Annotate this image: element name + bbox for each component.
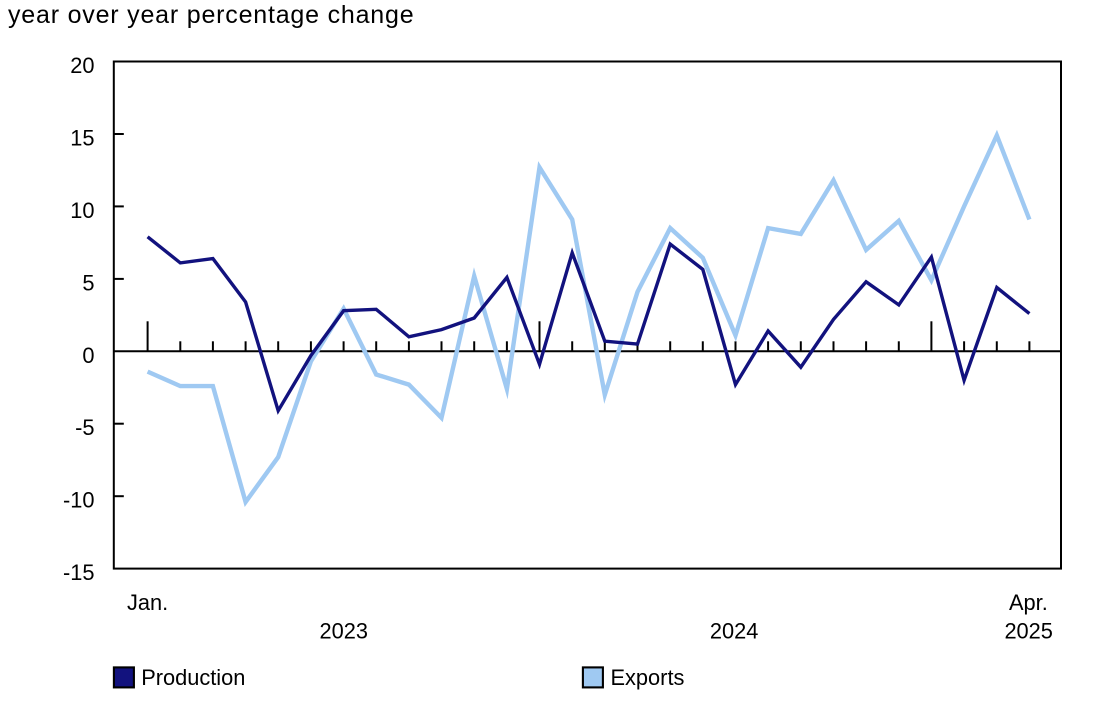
svg-text:Jan.: Jan.	[127, 590, 168, 615]
svg-text:year over year percentage chan: year over year percentage change	[8, 1, 414, 29]
svg-text:Exports: Exports	[611, 665, 685, 690]
svg-text:Production: Production	[141, 665, 245, 690]
svg-text:-10: -10	[63, 488, 95, 513]
svg-text:15: 15	[70, 126, 94, 151]
svg-text:5: 5	[82, 270, 94, 295]
svg-text:0: 0	[82, 343, 94, 368]
svg-text:2025: 2025	[1004, 618, 1053, 643]
svg-text:2024: 2024	[710, 618, 759, 643]
svg-text:-15: -15	[63, 560, 95, 585]
svg-text:10: 10	[70, 198, 94, 223]
svg-text:-5: -5	[75, 415, 94, 440]
svg-text:Apr.: Apr.	[1009, 590, 1048, 615]
svg-text:20: 20	[70, 53, 94, 78]
svg-text:2023: 2023	[320, 618, 369, 643]
